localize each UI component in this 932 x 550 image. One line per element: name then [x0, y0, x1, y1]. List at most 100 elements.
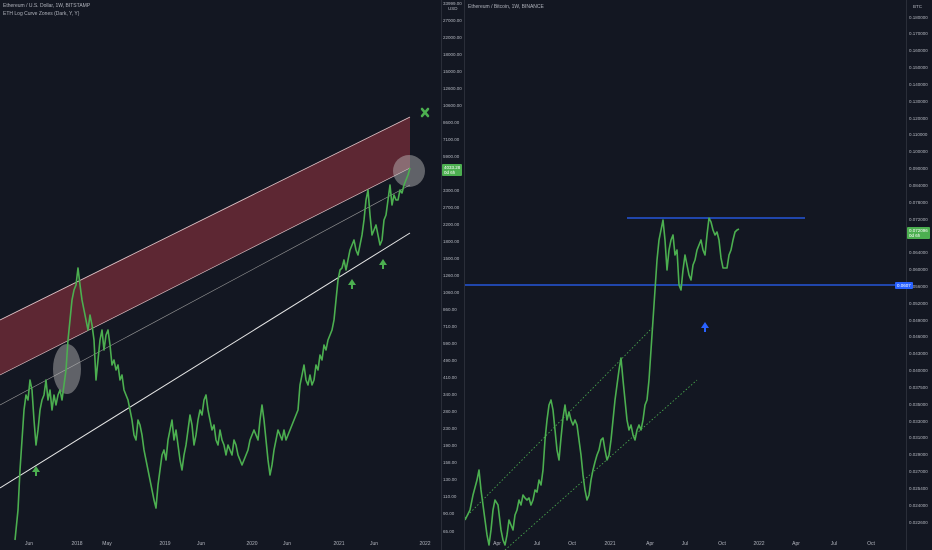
price-tick: 0.031000: [909, 435, 928, 441]
price-tick: 0.037500: [909, 384, 928, 390]
current-price-tag: 0.072096 0d 6h: [907, 227, 930, 239]
price-tick: 0.056000: [909, 283, 928, 289]
price-tick: 0.052000: [909, 300, 928, 306]
price-tick: 0.029000: [909, 452, 928, 458]
pane-divider[interactable]: [464, 0, 465, 550]
price-tick: 18000.00: [443, 51, 462, 57]
time-tick: 2022: [753, 541, 765, 547]
price-tick: 0.060000: [909, 267, 928, 272]
time-tick: Jun: [282, 541, 292, 547]
price-tick: 2200.00: [443, 221, 460, 227]
time-tick: 2021: [604, 541, 616, 547]
candle-countdown: 0d 6h: [909, 233, 921, 238]
price-tick: 0.100000: [909, 149, 928, 155]
price-tick: 0.022600: [909, 519, 928, 525]
indicator-legend[interactable]: ETH Log Curve Zones (Dark, Y, Y): [3, 11, 80, 17]
price-tick: 1260.00: [443, 273, 460, 278]
arrow-up-icon: [32, 259, 387, 476]
price-tick: 0.043000: [909, 351, 928, 357]
price-tick: 12600.00: [443, 85, 462, 91]
eth-usd-chart[interactable]: [0, 0, 441, 550]
time-tick: Oct: [568, 541, 576, 547]
log-curve-support-line: [0, 232, 411, 489]
price-tick: 0.120000: [909, 115, 928, 121]
price-tick: 8600.00: [443, 119, 460, 125]
price-tick: 1060.00: [443, 290, 460, 296]
price-tick: 0.090000: [909, 166, 928, 171]
time-tick: 2019: [159, 541, 171, 547]
time-tick: 2020: [246, 541, 258, 547]
price-tick: 0.170000: [909, 31, 928, 37]
price-value: 4033.28: [444, 165, 461, 170]
price-tick: 0.140000: [909, 81, 928, 87]
log-curve-mid-line: [0, 184, 411, 406]
price-tick: 0.130000: [909, 98, 928, 104]
channel-upper: [465, 326, 654, 519]
price-tick: 15000.00: [443, 68, 462, 74]
eth-usd-chart-pane[interactable]: Ethereum / U.S. Dollar, 1W, BITSTAMP ETH…: [0, 0, 441, 550]
eth-btc-price-line: [465, 217, 740, 546]
price-tick: 0.072000: [909, 216, 928, 222]
price-tick: 2700.00: [443, 204, 460, 210]
chart-legend-title: Ethereum / Bitcoin, 1W, BINANCE: [468, 4, 544, 10]
time-tick: 2022: [419, 541, 431, 547]
price-tick: 1500.00: [443, 255, 460, 261]
price-tick: 0.035000: [909, 401, 928, 407]
price-tick: 7100.00: [443, 136, 460, 142]
price-tick: 0.110000: [909, 132, 928, 138]
arrow-up-icon: [701, 322, 709, 332]
price-tick: 0.150000: [909, 65, 928, 70]
price-tick: 0.160000: [909, 48, 928, 54]
time-tick: Jul: [681, 541, 689, 547]
log-curve-red-zone: [0, 117, 410, 375]
time-tick: Jun: [24, 541, 34, 547]
time-tick: 2018: [71, 541, 83, 547]
highlight-circle-2018: [53, 344, 81, 394]
price-tick: 0.049000: [909, 317, 928, 323]
currency-unit: BTC: [913, 4, 922, 9]
price-tick: 1800.00: [443, 238, 460, 244]
time-tick: Jun: [369, 541, 379, 547]
level-tag: 0.0607: [895, 282, 913, 289]
price-tick: 410.00: [443, 375, 457, 381]
price-tick: 280.00: [443, 409, 457, 415]
price-tick: 5900.00: [443, 153, 460, 159]
x-icon: [420, 107, 430, 118]
time-tick: Apr: [792, 541, 800, 547]
time-tick: Jul: [533, 541, 541, 547]
price-tick: 0.064000: [909, 250, 928, 256]
price-tick: 490.00: [443, 358, 457, 364]
price-tick: 0.033000: [909, 418, 928, 424]
price-tick: 0.046000: [909, 334, 928, 340]
eth-btc-chart-pane[interactable]: Ethereum / Bitcoin, 1W, BINANCE Apr Jul Oc…: [465, 0, 906, 550]
price-tick: 10600.00: [443, 102, 462, 108]
price-axis-left[interactable]: 33999.00 USD 27000.00 22000.00 18000.00 150…: [441, 0, 465, 550]
price-tick: 0.180000: [909, 14, 928, 20]
candle-countdown: 0d 6h: [444, 170, 456, 175]
top-tick: 33999.00: [443, 1, 462, 6]
time-tick: Apr: [493, 541, 501, 547]
price-tick: 710.00: [443, 324, 457, 330]
price-tick: 0.084000: [909, 182, 928, 188]
price-tick: 590.00: [443, 341, 457, 347]
price-tick: 158.00: [443, 460, 457, 466]
eth-usd-price-line: [14, 167, 411, 541]
eth-btc-chart[interactable]: [465, 0, 906, 550]
chart-legend-title: Ethereum / U.S. Dollar, 1W, BITSTAMP: [3, 3, 91, 9]
time-tick: Jul: [830, 541, 838, 547]
price-tick: 27000.00: [443, 17, 462, 23]
price-axis-right[interactable]: BTC 0.180000 0.170000 0.160000 0.150000 0.14…: [895, 0, 932, 550]
price-tick: 190.00: [443, 443, 457, 449]
price-tick: 0.024000: [909, 502, 928, 508]
price-tick: 340.00: [443, 392, 457, 398]
price-tick: 130.00: [443, 477, 457, 483]
price-tick: 3300.00: [443, 187, 460, 193]
log-curve-zone-top-edge: [0, 116, 411, 321]
channel-lower: [504, 379, 698, 550]
price-tick: 860.00: [443, 307, 457, 313]
price-tick: 22000.00: [443, 34, 462, 40]
time-tick: Oct: [718, 541, 726, 547]
time-tick: Apr: [646, 541, 654, 547]
price-tick: 65.00: [443, 528, 455, 534]
price-tick: 110.00: [443, 494, 457, 500]
